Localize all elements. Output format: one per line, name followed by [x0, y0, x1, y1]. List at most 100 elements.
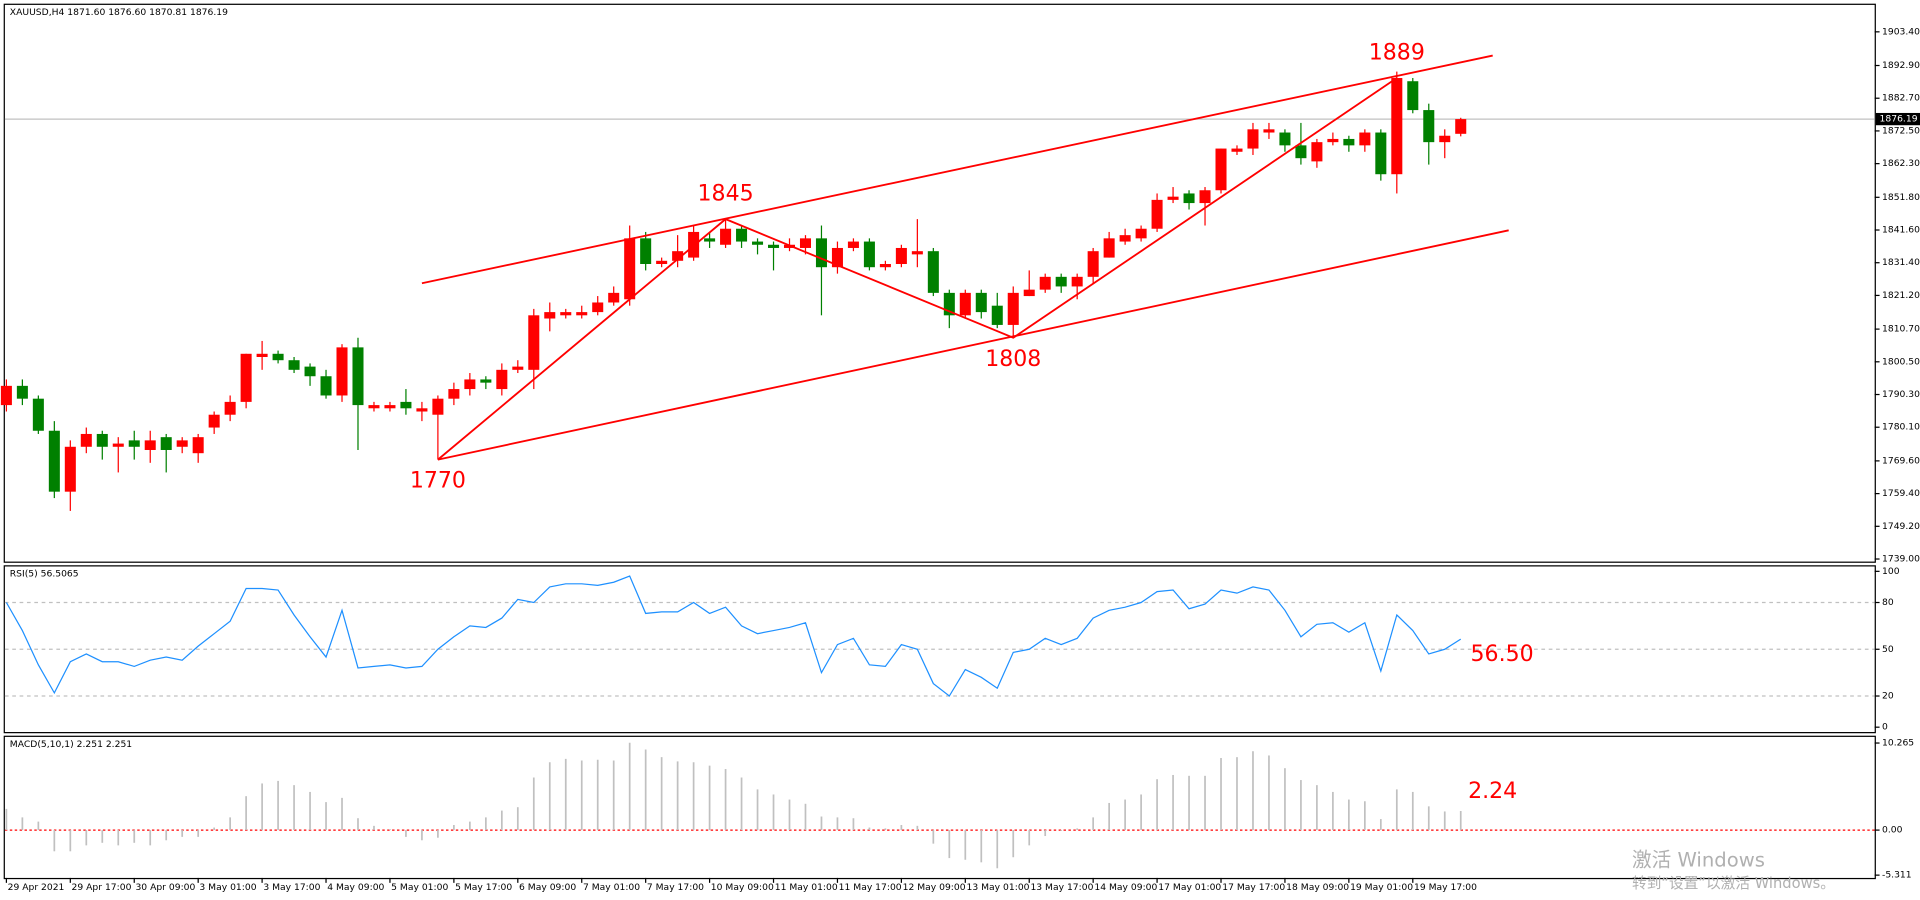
candle-body — [32, 398, 44, 431]
y-tick-label: 1749.20 — [1882, 521, 1920, 532]
candle-body — [320, 376, 332, 396]
y-tick-label: 1903.40 — [1882, 26, 1920, 37]
candle-body — [847, 241, 859, 248]
x-tick-label: 11 May 01:00 — [775, 882, 838, 893]
y-tick-label: 1810.70 — [1882, 324, 1920, 335]
y-tick-label: 0.00 — [1882, 825, 1903, 836]
y-tick-label: 1800.50 — [1882, 356, 1920, 367]
y-tick-label: 0 — [1882, 722, 1888, 733]
candle-body — [1327, 138, 1339, 143]
candle-body — [1263, 129, 1275, 133]
candle-body — [112, 443, 124, 447]
y-tick-label: 1769.60 — [1882, 455, 1920, 466]
candle-body — [400, 401, 412, 409]
candle-body — [1167, 196, 1179, 200]
y-tick-label: 1759.40 — [1882, 488, 1920, 499]
candle-body — [1391, 78, 1403, 175]
candle-body — [128, 440, 140, 447]
y-tick-label: 1821.20 — [1882, 290, 1920, 301]
x-tick-label: 3 May 01:00 — [199, 882, 256, 893]
candle-body — [672, 251, 684, 261]
candle-body — [1311, 142, 1323, 162]
candle-body — [1103, 238, 1115, 258]
y-tick-label: 1780.10 — [1882, 422, 1920, 433]
candle-body — [176, 440, 188, 447]
y-tick-label: 100 — [1882, 566, 1900, 577]
candle-body — [815, 238, 827, 268]
x-tick-label: 5 May 01:00 — [391, 882, 448, 893]
candle-body — [352, 347, 364, 406]
candle-body — [416, 408, 428, 412]
candle-body — [1375, 132, 1387, 175]
x-tick-label: 19 May 17:00 — [1414, 882, 1477, 893]
x-tick-label: 7 May 01:00 — [583, 882, 640, 893]
candle-body — [192, 437, 204, 454]
candle-body — [1151, 199, 1163, 229]
pivot-label: 1770 — [410, 469, 466, 494]
candle-body — [1359, 132, 1371, 146]
candle-body — [1343, 138, 1355, 146]
candle-body — [528, 315, 540, 370]
candle-body — [16, 385, 28, 399]
candle-body — [1215, 148, 1227, 191]
candle-body — [895, 247, 907, 265]
candle-body — [224, 401, 236, 415]
price-title: XAUUSD,H4 1871.60 1876.60 1870.81 1876.1… — [10, 7, 228, 18]
watermark-subtitle: 转到“设置”以激活 Windows。 — [1632, 875, 1835, 892]
candle-body — [1039, 276, 1051, 290]
candle-body — [1279, 132, 1291, 146]
candle-body — [1407, 81, 1419, 111]
x-tick-label: 13 May 01:00 — [967, 882, 1030, 893]
candle-body — [560, 312, 572, 316]
y-tick-label: 80 — [1882, 597, 1894, 608]
x-tick-label: 4 May 09:00 — [327, 882, 384, 893]
candle-body — [208, 414, 220, 428]
pivot-label: 1889 — [1369, 40, 1425, 65]
x-tick-label: 19 May 01:00 — [1350, 882, 1413, 893]
candle-body — [1231, 148, 1243, 152]
candle-body — [1007, 292, 1019, 325]
candle-body — [1119, 235, 1131, 242]
y-tick-label: 1892.90 — [1882, 60, 1920, 71]
y-tick-label: 1831.40 — [1882, 257, 1920, 268]
y-tick-label: 1851.80 — [1882, 192, 1920, 203]
x-tick-label: 18 May 09:00 — [1286, 882, 1349, 893]
candle-body — [1023, 289, 1035, 297]
channel-line — [421, 54, 1493, 285]
x-tick-label: 29 Apr 2021 — [8, 882, 65, 893]
candle-body — [1055, 276, 1067, 287]
candle-body — [959, 292, 971, 316]
x-tick-label: 6 May 09:00 — [519, 882, 576, 893]
candle-body — [144, 440, 156, 450]
y-tick-label: 1862.30 — [1882, 158, 1920, 169]
y-tick-label: 20 — [1882, 691, 1894, 702]
candle-body — [64, 446, 76, 492]
candle-body — [1247, 129, 1259, 149]
candle-body — [799, 238, 811, 248]
pivot-label: 1845 — [698, 182, 754, 207]
candle-body — [1071, 276, 1083, 287]
candle-body — [0, 385, 12, 406]
candle-body — [752, 241, 764, 245]
candle-body — [480, 379, 492, 383]
candle-body — [943, 292, 955, 316]
candle-body — [288, 360, 300, 370]
candle-body — [1455, 119, 1467, 134]
x-tick-label: 10 May 09:00 — [711, 882, 774, 893]
rsi-title: RSI(5) 56.5065 — [10, 568, 79, 579]
candle-body — [1439, 135, 1451, 143]
candle-body — [96, 433, 108, 447]
x-tick-label: 17 May 01:00 — [1158, 882, 1221, 893]
candle-body — [336, 347, 348, 396]
y-tick-label: 10.265 — [1882, 738, 1914, 749]
x-tick-label: 14 May 09:00 — [1094, 882, 1157, 893]
channel-line — [437, 229, 1509, 461]
candle-body — [80, 433, 92, 447]
candle-body — [1199, 190, 1211, 204]
candle-body — [1135, 228, 1147, 239]
candle-body — [304, 366, 316, 377]
candle-body — [1423, 110, 1435, 143]
candle-body — [768, 244, 780, 248]
x-tick-label: 7 May 17:00 — [647, 882, 704, 893]
